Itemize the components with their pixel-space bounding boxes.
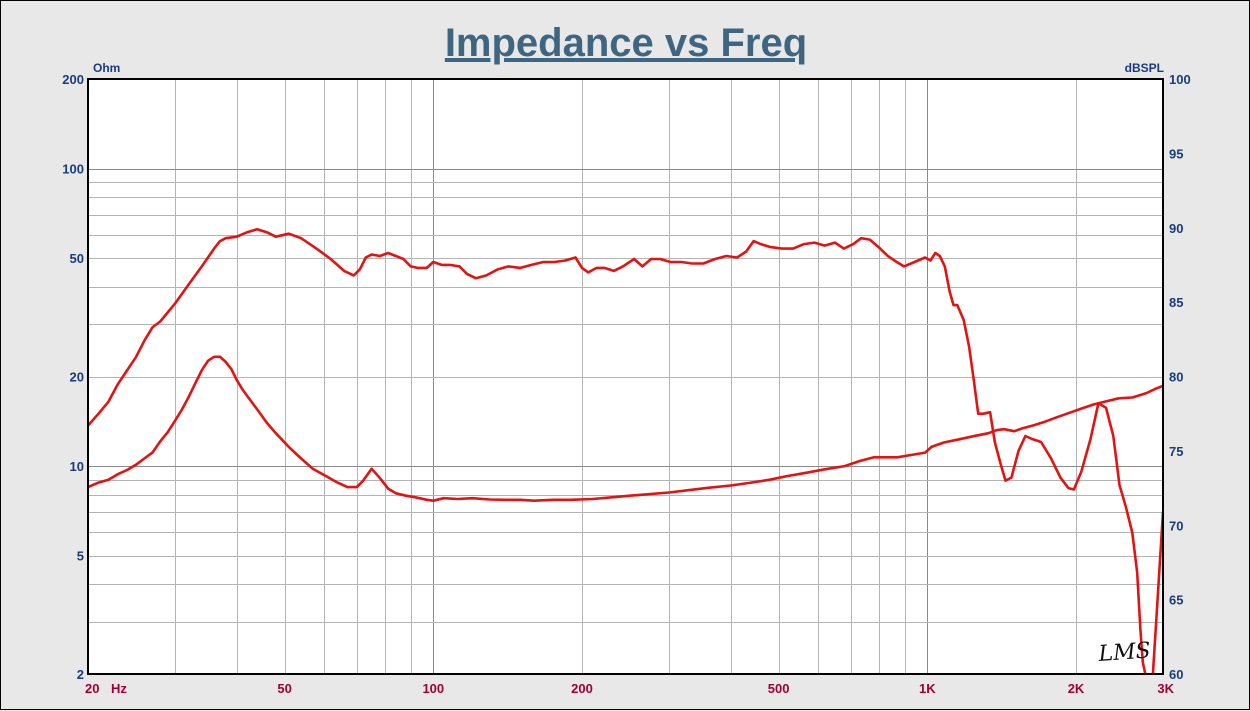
lms-watermark: LMS bbox=[1097, 638, 1152, 667]
right-tick-label: 60 bbox=[1169, 667, 1183, 682]
left-tick-label: 2 bbox=[77, 667, 84, 682]
right-tick-label: 85 bbox=[1169, 295, 1183, 310]
x-tick-label: 3K bbox=[1157, 681, 1174, 696]
right-tick-label: 90 bbox=[1169, 221, 1183, 236]
left-tick-label: 20 bbox=[70, 370, 84, 385]
right-axis-unit: dBSPL bbox=[1125, 61, 1164, 75]
right-tick-label: 95 bbox=[1169, 146, 1183, 161]
chart-title: Impedance vs Freq bbox=[445, 21, 807, 65]
data-curves bbox=[88, 227, 1163, 674]
x-tick-label: 2K bbox=[1068, 681, 1085, 696]
right-tick-label: 75 bbox=[1169, 444, 1183, 459]
x-tick-label: 1K bbox=[919, 681, 936, 696]
left-axis-ticks: 200 100 50 20 10 5 2 bbox=[62, 72, 84, 682]
plot-border bbox=[87, 78, 1164, 675]
x-tick-label: 200 bbox=[571, 681, 593, 696]
spl-curve bbox=[88, 227, 1163, 674]
right-axis-ticks: 100 95 90 85 80 75 70 65 60 bbox=[1169, 72, 1191, 682]
x-axis-ticks: 20 50 100 200 500 1K 2K 3K bbox=[85, 681, 1175, 696]
left-axis-unit: Ohm bbox=[93, 61, 120, 75]
left-tick-label: 5 bbox=[77, 549, 84, 564]
right-tick-label: 65 bbox=[1169, 593, 1183, 608]
right-tick-label: 100 bbox=[1169, 72, 1191, 87]
x-tick-label: 50 bbox=[277, 681, 291, 696]
x-tick-label: 100 bbox=[422, 681, 444, 696]
right-tick-label: 70 bbox=[1169, 518, 1183, 533]
right-tick-label: 80 bbox=[1169, 370, 1183, 385]
plot-area bbox=[88, 79, 1163, 674]
left-tick-label: 50 bbox=[70, 251, 84, 266]
grid-lines bbox=[88, 79, 1163, 674]
left-tick-label: 10 bbox=[70, 459, 84, 474]
x-tick-label: 500 bbox=[768, 681, 790, 696]
x-tick-label: 20 bbox=[85, 681, 99, 696]
x-axis-unit: Hz bbox=[111, 681, 127, 696]
impedance-curve bbox=[88, 355, 1163, 502]
left-tick-label: 100 bbox=[62, 162, 84, 177]
left-tick-label: 200 bbox=[62, 72, 84, 87]
